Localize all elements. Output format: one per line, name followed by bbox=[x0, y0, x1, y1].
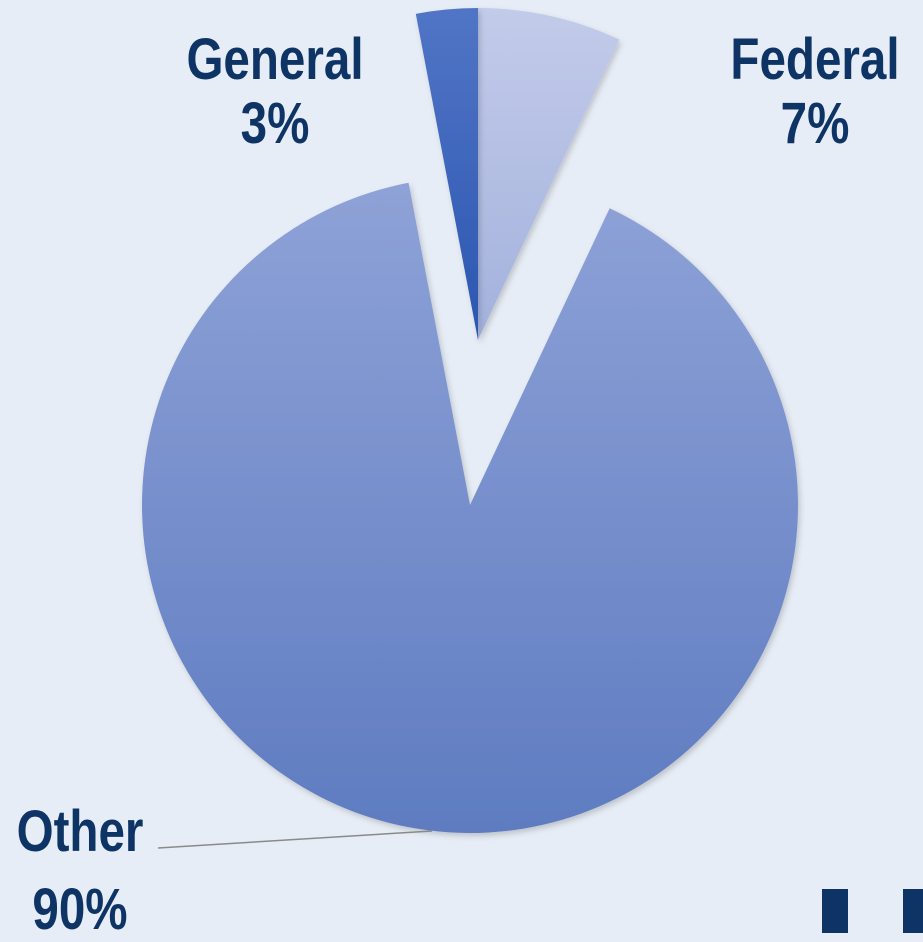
federal-label-percent: 7% bbox=[780, 91, 850, 156]
pie-slice-general bbox=[415, 8, 478, 340]
pie-slice-federal bbox=[478, 8, 620, 340]
other-label: Other 90% bbox=[0, 800, 170, 942]
federal-label: Federal 7% bbox=[713, 28, 918, 156]
federal-label-name: Federal bbox=[730, 27, 900, 92]
general-label-percent: 3% bbox=[240, 91, 310, 156]
pie-slice-other bbox=[141, 182, 798, 833]
other-label-name: Other bbox=[16, 799, 144, 864]
decorative-bar bbox=[822, 889, 848, 933]
general-label: General 3% bbox=[173, 28, 378, 156]
other-label-percent: 90% bbox=[32, 877, 128, 942]
decorative-bar bbox=[903, 889, 923, 933]
general-label-name: General bbox=[186, 27, 364, 92]
other-leader-line bbox=[157, 830, 433, 849]
